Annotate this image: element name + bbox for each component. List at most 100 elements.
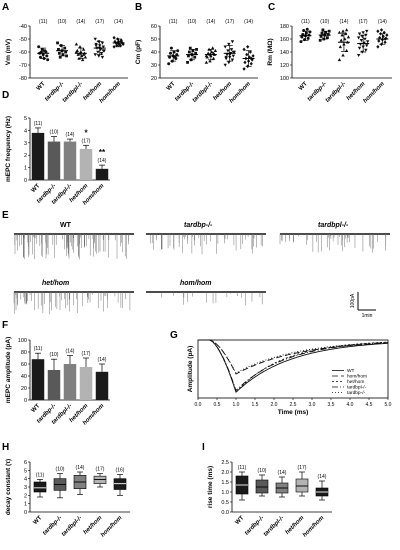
data-point [359, 39, 364, 43]
data-point [227, 61, 231, 65]
data-point [115, 43, 119, 48]
sample-size-label: (11) [301, 19, 310, 25]
sample-size-label: (14) [66, 132, 75, 138]
data-point [365, 44, 369, 48]
data-point [208, 59, 212, 63]
data-point [78, 45, 82, 49]
data-point [195, 48, 198, 51]
bar [63, 364, 77, 400]
panel-e-recordings: WT tardbp-/- tardbpl-/- het/hom hom/hom 100pA… [13, 222, 390, 319]
data-point [74, 42, 79, 46]
data-point [63, 46, 67, 50]
data-point [337, 58, 342, 62]
sample-size-label: (14) [318, 474, 327, 480]
trace-label: tardbpl-/- [318, 222, 349, 229]
data-point [188, 46, 192, 50]
y-tick-label: 4 [24, 128, 27, 134]
panel-g-letter: G [170, 330, 178, 341]
y-tick-label: 60 [151, 24, 157, 30]
y-tick-label: 50 [151, 37, 157, 43]
data-point [204, 54, 209, 58]
data-point [169, 46, 173, 50]
sample-size-label: (11) [34, 346, 43, 352]
x-tick-label: WT [298, 81, 309, 92]
data-point [230, 58, 235, 62]
data-point [383, 40, 387, 45]
y-tick-label: 0.5 [221, 500, 229, 506]
x-tick-label: WT [33, 515, 44, 526]
y-tick-label: 2.5 [221, 460, 229, 466]
data-point [365, 40, 370, 44]
data-point [223, 45, 227, 49]
panel-i-letter: I [202, 442, 205, 453]
data-point [357, 32, 362, 36]
data-point [211, 56, 216, 60]
data-point [224, 55, 228, 59]
data-point [58, 55, 62, 59]
data-point [341, 29, 345, 33]
data-point [339, 38, 343, 42]
legend-label: hom/hom [347, 374, 367, 380]
panel-i-boxes: 0.0 0.5 1.0 1.5 2.0 2.5 rise time (ms) (11) WT (1… [207, 460, 332, 539]
data-point [245, 52, 249, 57]
y-tick-label: 6 [24, 460, 27, 466]
data-point [242, 67, 246, 71]
sample-size-label: (14) [76, 465, 85, 471]
sample-size-label: (14) [76, 19, 85, 25]
data-point [376, 29, 380, 33]
bar [47, 370, 61, 400]
data-point [210, 46, 215, 50]
data-point [213, 48, 218, 52]
data-point [93, 37, 97, 41]
data-point [176, 49, 180, 53]
data-point [168, 51, 172, 55]
data-point [96, 50, 100, 54]
sample-size-label: (11) [238, 465, 247, 471]
data-point [230, 40, 235, 44]
y-tick-label: 100 [280, 76, 289, 82]
data-point [204, 60, 209, 64]
sample-size-label: (17) [95, 19, 104, 25]
data-point [341, 53, 345, 57]
sample-size-label: (14) [98, 158, 107, 164]
y-tick-label: -70 [19, 63, 27, 69]
y-axis-title: mEPC amplitude (pA) [5, 337, 12, 403]
x-tick-label: WT [235, 515, 246, 526]
y-tick-label: 160 [280, 37, 289, 43]
panel-b-letter: B [135, 2, 142, 13]
data-point [112, 35, 116, 40]
sample-size-label: (17) [225, 19, 234, 25]
data-point [363, 37, 367, 41]
x-tick-label: 0.0 [195, 402, 202, 408]
data-point [356, 36, 361, 40]
y-axis-title: Amplitude (pA) [187, 346, 194, 393]
sample-size-label: (17) [359, 19, 368, 25]
y-tick-label: 60 [21, 362, 27, 368]
panel-e-letter: E [2, 210, 9, 221]
data-point [100, 55, 105, 59]
y-tick-label: 0.0 [221, 510, 229, 516]
data-point [194, 51, 198, 55]
data-point [187, 54, 190, 58]
data-point [227, 42, 231, 46]
y-tick-label: 5 [24, 468, 27, 474]
data-point [242, 47, 246, 52]
legend-label: tardbpl-/- [347, 385, 367, 391]
scale-x-label: 1min [362, 313, 373, 319]
data-point [80, 58, 85, 62]
bar [79, 149, 93, 180]
sample-size-label: (17) [82, 351, 91, 357]
data-point [249, 61, 253, 66]
panel-f-bars: 0 20 40 60 80 100 mEPC amplitude (pA) (11) WT (10… [5, 337, 110, 427]
data-point [231, 54, 236, 58]
data-point [344, 28, 349, 32]
trace-label: het/hom [42, 280, 69, 287]
sample-size-label: (11) [169, 19, 178, 25]
data-point [356, 53, 361, 58]
sample-size-label: (11) [36, 473, 45, 479]
data-point [175, 53, 179, 57]
x-tick-label: tardbpl-/- [325, 81, 348, 104]
data-point [246, 45, 250, 49]
